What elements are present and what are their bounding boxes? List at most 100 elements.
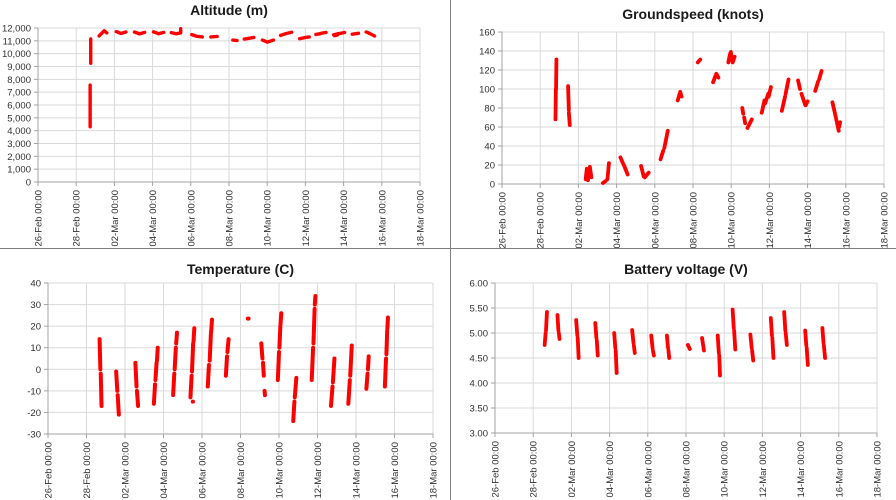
data-segment [556, 331, 562, 341]
data-segment [740, 106, 746, 116]
y-tick-label: 20 [30, 322, 41, 333]
data-segment [837, 120, 842, 129]
y-tick-label: -20 [27, 408, 41, 419]
data-segment [189, 341, 196, 374]
x-tick-label: 26-Feb 00:00 [34, 190, 45, 247]
panel-divider-horizontal [0, 248, 896, 249]
x-tick-label: 04-Mar 00:00 [605, 441, 616, 498]
y-tick-label: 20 [484, 161, 495, 172]
x-tick-label: 18-Mar 00:00 [429, 442, 440, 499]
data-segment [770, 336, 776, 360]
data-segment [566, 84, 571, 112]
x-tick-label: 14-Mar 00:00 [352, 442, 363, 499]
y-tick-label: 5.50 [470, 304, 489, 315]
x-tick-label: 04-Mar 00:00 [612, 192, 623, 249]
data-segment [231, 38, 239, 43]
data-segment [350, 31, 361, 36]
x-tick-label: 26-Feb 00:00 [498, 192, 509, 249]
data-segment [817, 69, 824, 82]
data-segment [732, 328, 738, 352]
x-tick-label: 08-Mar 00:00 [225, 190, 236, 247]
data-segment [303, 35, 311, 40]
x-tick-label: 16-Mar 00:00 [390, 442, 401, 499]
data-segment [368, 31, 377, 38]
groundspeed-chart-title: Groundspeed (knots) [622, 6, 764, 22]
x-tick-label: 06-Mar 00:00 [643, 441, 654, 498]
data-segment [621, 163, 630, 177]
data-segment [711, 73, 718, 85]
x-tick-label: 26-Feb 00:00 [44, 442, 55, 499]
y-tick-label: 11,000 [3, 36, 31, 47]
groundspeed-chart-panel: Groundspeed (knots) 0 20 40 60 80 100 120 140 16… [448, 0, 896, 249]
y-tick-label: 3,000 [7, 139, 31, 150]
y-tick-label: -10 [27, 386, 41, 397]
data-segment [555, 313, 561, 333]
data-segment [134, 388, 141, 408]
data-segment [98, 371, 104, 408]
data-segment [259, 341, 265, 361]
y-tick-label: 4,000 [7, 126, 31, 137]
x-tick-label: 08-Mar 00:00 [689, 192, 700, 249]
data-segment [666, 348, 672, 360]
temperature-plot: -30 -20 -10 0 10 20 30 40 26-Feb 00:00 28-Feb 00:… [27, 279, 440, 499]
battery-voltage-chart-panel: Battery voltage (V) 3.00 3.50 4.00 4.50 5.00… [448, 249, 896, 500]
data-segment [119, 30, 128, 36]
data-segment [618, 155, 625, 166]
x-tick-label: 28-Feb 00:00 [72, 190, 83, 247]
y-tick-label: 3.50 [470, 404, 489, 415]
data-segment [730, 307, 736, 330]
data-segment [196, 34, 204, 39]
y-tick-label: 2,000 [7, 152, 31, 163]
x-tick-label: 12-Mar 00:00 [765, 192, 776, 249]
data-segment [188, 373, 194, 400]
data-segment [225, 337, 231, 355]
y-tick-label: 4.00 [470, 379, 489, 390]
x-tick-label: 06-Mar 00:00 [198, 442, 209, 499]
data-segment [566, 110, 572, 127]
y-tick-label: 10 [30, 343, 41, 354]
data-segment [830, 100, 838, 120]
x-tick-label: 14-Mar 00:00 [803, 192, 814, 249]
data-segment [223, 354, 230, 378]
x-tick-label: 14-Mar 00:00 [796, 441, 807, 498]
data-segment [642, 170, 651, 180]
data-segment [750, 348, 756, 363]
data-segment [328, 384, 335, 408]
data-segment [151, 382, 158, 406]
y-tick-label: 30 [30, 300, 41, 311]
data-segment [717, 353, 722, 378]
x-tick-label: 04-Mar 00:00 [159, 442, 170, 499]
y-tick-label: 6,000 [7, 101, 31, 112]
data-segment [715, 333, 721, 355]
y-tick-label: 160 [479, 28, 495, 39]
data-segment [248, 35, 256, 40]
data-segment [605, 161, 611, 182]
data-segment [209, 317, 215, 335]
panel-divider-vertical [450, 0, 451, 500]
data-segment [600, 179, 608, 185]
data-segment [265, 38, 276, 44]
data-segment [382, 356, 389, 389]
data-segment [834, 117, 841, 133]
x-tick-label: 28-Feb 00:00 [82, 442, 93, 499]
data-segment [745, 117, 754, 130]
data-segment [337, 30, 347, 36]
data-segment [346, 378, 352, 406]
y-tick-label: 5.00 [470, 329, 489, 340]
data-segment [803, 328, 809, 348]
data-segment [631, 343, 637, 355]
x-tick-label: 10-Mar 00:00 [263, 190, 274, 247]
data-segment [209, 34, 219, 39]
data-segment [311, 306, 317, 346]
data-segment [649, 333, 655, 350]
data-segment [172, 345, 178, 372]
data-segment [284, 30, 294, 36]
data-segment [813, 79, 821, 93]
data-segment [314, 31, 322, 37]
data-segment [278, 32, 287, 38]
data-segment [658, 148, 666, 162]
data-segment [651, 348, 656, 358]
data-segment [686, 343, 692, 351]
data-segment [312, 293, 318, 307]
x-tick-label: 02-Mar 00:00 [121, 442, 132, 499]
